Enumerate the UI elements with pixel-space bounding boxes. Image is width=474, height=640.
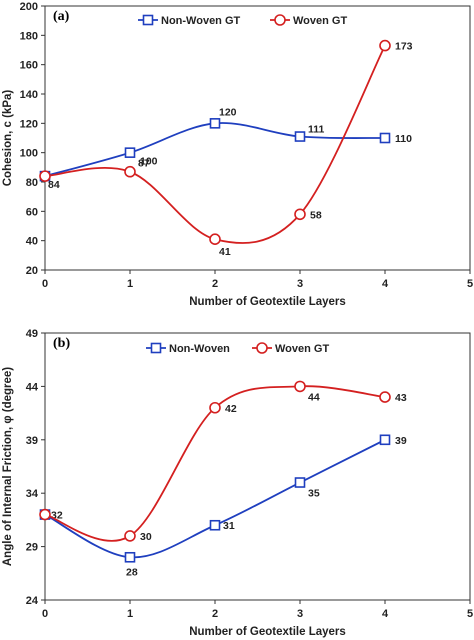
panel-label: (b) [53, 336, 70, 351]
data-point-square [124, 551, 136, 563]
y-tick-label: 200 [20, 1, 38, 13]
x-tick-label: 4 [382, 278, 389, 290]
data-point-circle [379, 391, 391, 403]
legend-label: Non-Woven GT [161, 15, 241, 27]
x-axis-label: Number of Geotextile Layers [189, 296, 346, 308]
y-tick-label: 29 [26, 542, 38, 554]
data-point-circle [209, 233, 221, 245]
chart-a: 20 40 60 80 100 120 140 160 180 200 0 1 2 3 4 5 Number o… [2, 1, 473, 308]
y-tick-label: 49 [26, 328, 38, 340]
data-label: 111 [308, 124, 325, 136]
data-label: 43 [395, 392, 407, 404]
y-tick-label: 120 [20, 118, 38, 130]
data-point-square [379, 132, 391, 144]
y-tick-label: 140 [20, 89, 38, 101]
data-point-circle [379, 39, 391, 52]
data-label: 41 [219, 246, 231, 258]
data-point-circle [124, 530, 136, 542]
series-line [44, 45, 386, 244]
data-label: 28 [126, 566, 138, 578]
panel-label: (a) [53, 9, 70, 24]
data-label: 32 [51, 510, 63, 522]
data-label: 31 [223, 520, 235, 532]
y-tick-label: 60 [26, 206, 38, 218]
legend-marker-circle [256, 342, 268, 354]
data-point-square [379, 434, 391, 446]
y-axis-label: Angle of Internal Friction, φ (degree) [2, 367, 14, 566]
data-point-square [294, 477, 306, 488]
y-tick-label: 34 [26, 488, 39, 500]
y-tick-label: 39 [26, 435, 38, 447]
data-point-circle [39, 508, 51, 521]
data-label: 87 [138, 158, 150, 170]
x-axis-label: Number of Geotextile Layers [189, 626, 346, 638]
x-tick-label: 2 [212, 278, 218, 290]
data-point-circle [294, 380, 306, 393]
data-point-circle [294, 208, 306, 221]
x-tick-label: 1 [127, 608, 133, 620]
data-label: 44 [308, 391, 320, 403]
legend-label: Woven GT [275, 343, 329, 355]
data-label: 35 [308, 488, 320, 500]
y-tick-label: 160 [20, 60, 38, 72]
legend-marker-square [150, 342, 162, 354]
data-label: 100 [140, 156, 158, 168]
x-tick-label: 3 [297, 278, 303, 290]
data-point-square [209, 118, 221, 129]
legend-label: Non-Woven [169, 343, 230, 355]
y-tick-label: 44 [26, 381, 39, 393]
legend-marker-square [142, 14, 154, 26]
y-axis-label: Cohesion, c (kPa) [2, 90, 14, 187]
y-tick-label: 20 [26, 265, 38, 277]
data-label: 30 [140, 531, 152, 543]
data-point-circle [39, 170, 51, 182]
data-point-square [124, 147, 136, 158]
x-tick-label: 4 [382, 608, 389, 620]
x-tick-label: 3 [297, 608, 303, 620]
plot-frame [44, 332, 471, 601]
data-point-circle [124, 165, 136, 178]
x-tick-label: 1 [127, 278, 133, 290]
y-tick-label: 180 [20, 30, 38, 42]
x-tick-label: 0 [42, 608, 48, 620]
x-tick-label: 5 [467, 608, 473, 620]
y-tick-label: 80 [26, 177, 38, 189]
x-tick-label: 5 [467, 278, 473, 290]
plot-frame [44, 5, 471, 271]
x-tick-label: 2 [212, 608, 218, 620]
x-tick-label: 0 [42, 278, 48, 290]
data-label: 39 [395, 435, 407, 447]
y-tick-label: 100 [20, 148, 38, 160]
series-line [44, 438, 386, 559]
legend-marker-circle [274, 14, 286, 26]
legend-label: Woven GT [293, 15, 347, 27]
y-tick-label: 24 [26, 595, 39, 607]
data-label: 84 [48, 179, 60, 191]
data-label: 120 [219, 106, 237, 118]
data-point-circle [209, 401, 221, 414]
data-point-square [294, 131, 306, 142]
data-label: 58 [310, 209, 322, 221]
data-label: 42 [225, 403, 237, 415]
data-point-square [209, 519, 221, 531]
data-label: 110 [395, 133, 412, 145]
y-tick-label: 40 [26, 236, 38, 248]
data-label: 173 [395, 41, 413, 53]
series-line [44, 385, 386, 542]
